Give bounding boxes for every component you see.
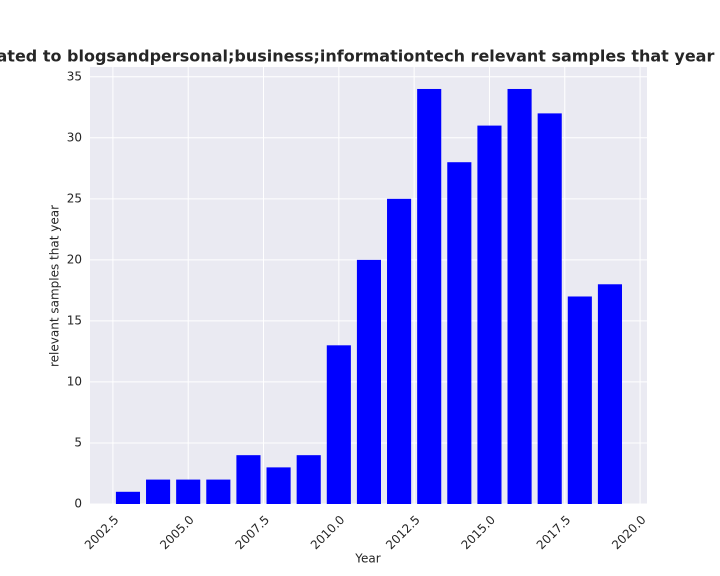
bar — [266, 467, 291, 504]
chart-title: s are related to blogsandpersonal;busine… — [0, 47, 720, 66]
bar — [537, 113, 562, 505]
x-tick-label: 2017.5 — [534, 513, 574, 553]
y-axis-label: relevant samples that year — [48, 205, 62, 367]
bar — [176, 479, 201, 504]
bar — [597, 284, 622, 504]
x-tick-label: 2005.0 — [157, 513, 197, 553]
y-tick-label: 25 — [67, 191, 82, 205]
y-tick-label: 15 — [67, 313, 82, 327]
bar — [477, 125, 502, 505]
y-tick-label: 20 — [67, 252, 82, 266]
y-tick-label: 35 — [67, 69, 82, 83]
bar — [206, 479, 231, 504]
x-tick-label: 2020.0 — [609, 513, 649, 553]
y-tick-label: 30 — [67, 130, 82, 144]
x-tick-label: 2015.0 — [458, 513, 498, 553]
x-tick-label: 2012.5 — [383, 513, 423, 553]
bar — [417, 88, 442, 504]
bar — [387, 198, 412, 504]
bar — [236, 455, 261, 504]
y-tick-label: 10 — [67, 374, 82, 388]
bar — [296, 455, 321, 504]
x-axis-label: Year — [354, 552, 380, 566]
y-tick-label: 0 — [74, 497, 82, 511]
bar — [567, 296, 592, 504]
x-tick-label: 2010.0 — [308, 513, 348, 553]
x-tick-label: 2002.5 — [82, 513, 122, 553]
bar — [356, 259, 382, 504]
bar — [447, 162, 472, 505]
bar — [146, 479, 171, 504]
x-tick-label: 2007.5 — [233, 513, 273, 553]
bar — [507, 88, 532, 504]
bar — [115, 491, 141, 504]
y-tick-label: 5 — [74, 435, 82, 449]
bar — [326, 345, 351, 504]
